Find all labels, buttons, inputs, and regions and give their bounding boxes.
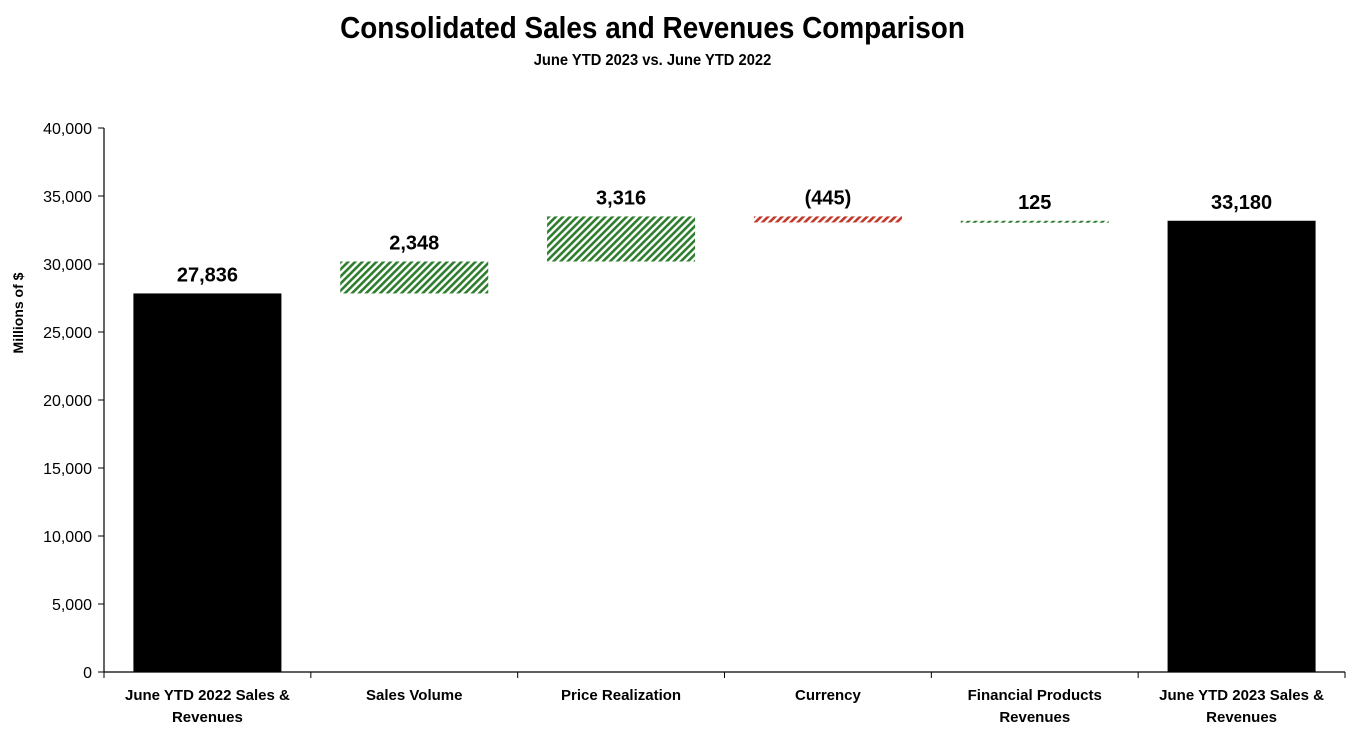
x-category-label: Financial Products (968, 687, 1102, 704)
bar (960, 220, 1109, 223)
bar (1167, 220, 1316, 672)
chart-subtitle: June YTD 2023 vs. June YTD 2022 (533, 52, 772, 69)
data-label: 125 (1018, 192, 1051, 214)
chart-title: Consolidated Sales and Revenues Comparis… (340, 10, 965, 45)
data-label: 3,316 (596, 187, 646, 209)
y-tick-label: 25,000 (43, 325, 92, 342)
data-label: 33,180 (1211, 192, 1272, 214)
y-tick-label: 40,000 (43, 121, 92, 138)
x-category-label: Price Realization (561, 687, 681, 704)
data-label: (445) (805, 187, 852, 209)
x-category-label: Revenues (999, 709, 1070, 726)
bar (340, 261, 489, 294)
y-tick-label: 5,000 (52, 597, 92, 614)
y-tick-label: 15,000 (43, 461, 92, 478)
y-tick-label: 30,000 (43, 257, 92, 274)
x-category-label: Currency (795, 687, 862, 704)
y-axis-label: Millions of $ (10, 272, 26, 353)
y-tick-label: 10,000 (43, 529, 92, 546)
bar (133, 293, 282, 672)
x-category-label: June YTD 2022 Sales & (125, 687, 290, 704)
x-category-label: Revenues (172, 709, 243, 726)
x-category-label: Sales Volume (366, 687, 462, 704)
y-tick-label: 0 (83, 665, 92, 682)
x-category-label: Revenues (1206, 709, 1277, 726)
y-tick-label: 20,000 (43, 393, 92, 410)
bar (753, 216, 902, 223)
bar (547, 216, 696, 262)
y-tick-label: 35,000 (43, 189, 92, 206)
data-label: 27,836 (177, 264, 238, 286)
x-category-label: June YTD 2023 Sales & (1159, 687, 1324, 704)
data-label: 2,348 (389, 232, 439, 254)
